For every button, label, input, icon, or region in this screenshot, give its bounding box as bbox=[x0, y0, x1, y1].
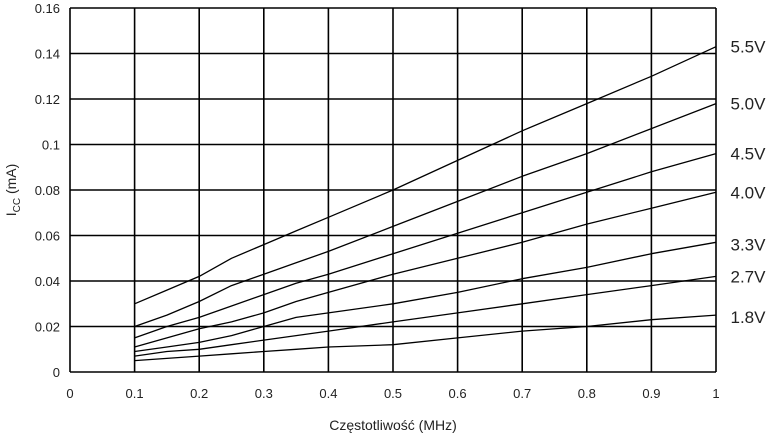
y-tick-label: 0.16 bbox=[35, 1, 60, 16]
y-axis-ticks: 0 0.02 0.04 0.06 0.08 0.1 0.12 0.14 0.16 bbox=[35, 1, 60, 380]
series-labels: 5.5V 5.0V 4.5V 4.0V 3.3V 2.7V 1.8V bbox=[731, 38, 767, 327]
series-label: 4.0V bbox=[731, 183, 767, 202]
x-tick-label: 1 bbox=[712, 386, 719, 401]
y-tick-label: 0.02 bbox=[35, 320, 60, 335]
x-tick-label: 0.7 bbox=[513, 386, 531, 401]
y-tick-label: 0.06 bbox=[35, 229, 60, 244]
x-tick-label: 0.3 bbox=[255, 386, 273, 401]
x-axis-ticks: 0 0.1 0.2 0.3 0.4 0.5 0.6 0.7 0.8 0.9 1 bbox=[66, 386, 719, 401]
y-axis-title-unit: (mA) bbox=[3, 164, 19, 198]
series-line bbox=[134, 152, 717, 339]
series-label: 5.0V bbox=[731, 95, 767, 114]
x-tick-label: 0.9 bbox=[642, 386, 660, 401]
y-tick-label: 0.12 bbox=[35, 92, 60, 107]
x-axis-title: Częstotliwość (MHz) bbox=[329, 417, 457, 433]
series-line bbox=[134, 102, 717, 328]
series-line bbox=[134, 241, 717, 353]
series-line bbox=[134, 275, 717, 357]
x-tick-label: 0.4 bbox=[319, 386, 337, 401]
series-label: 3.3V bbox=[731, 235, 767, 254]
x-tick-label: 0.6 bbox=[449, 386, 467, 401]
x-tick-label: 0.5 bbox=[384, 386, 402, 401]
series-line bbox=[134, 314, 717, 362]
series-lines bbox=[134, 46, 717, 362]
y-tick-label: 0.14 bbox=[35, 47, 60, 62]
series-line bbox=[134, 46, 717, 305]
y-axis-title-main: I bbox=[3, 212, 19, 216]
x-tick-label: 0.2 bbox=[190, 386, 208, 401]
x-tick-label: 0.8 bbox=[578, 386, 596, 401]
series-label: 5.5V bbox=[731, 38, 767, 57]
y-axis-title-subscript: CC bbox=[12, 198, 23, 212]
x-tick-label: 0 bbox=[66, 386, 73, 401]
series-label: 4.5V bbox=[731, 145, 767, 164]
y-tick-label: 0.04 bbox=[35, 274, 60, 289]
y-axis-title: ICC (mA) bbox=[3, 164, 23, 217]
series-label: 2.7V bbox=[731, 267, 767, 286]
series-label: 1.8V bbox=[731, 308, 767, 327]
y-tick-label: 0 bbox=[53, 365, 60, 380]
series-line bbox=[134, 191, 717, 348]
y-tick-label: 0.08 bbox=[35, 183, 60, 198]
y-tick-label: 0.1 bbox=[42, 138, 60, 153]
x-tick-label: 0.1 bbox=[126, 386, 144, 401]
grid bbox=[69, 7, 717, 373]
